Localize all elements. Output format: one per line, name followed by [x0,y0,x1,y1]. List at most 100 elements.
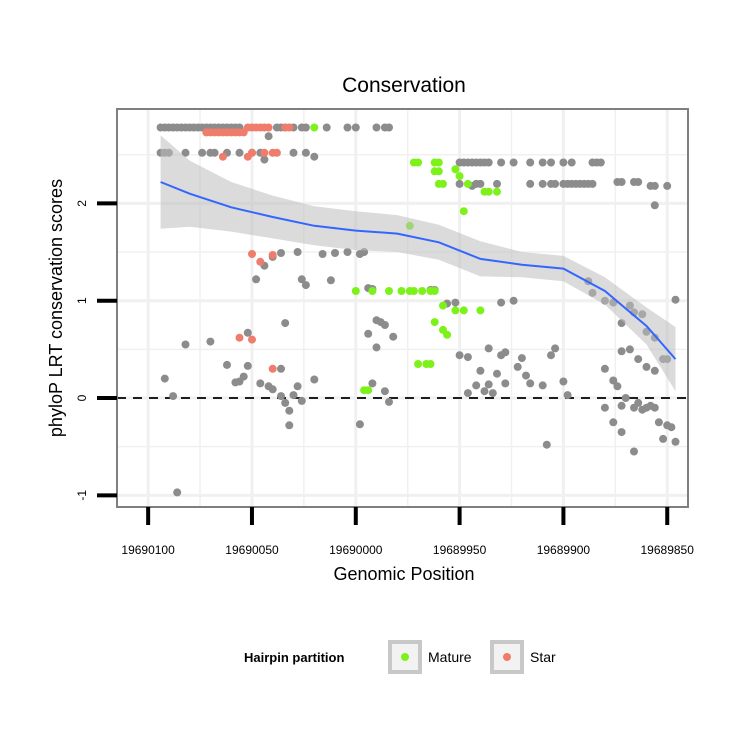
data-point-other [526,179,535,188]
data-point-mature [351,287,360,295]
data-point-mature [455,172,464,181]
data-point-mature [434,167,443,176]
data-point-other [472,381,481,390]
data-point-other [322,123,331,132]
data-point-star [218,152,227,161]
data-point-other [484,344,493,353]
plot-panel [117,109,688,507]
data-point-mature [385,287,393,295]
data-point-other [559,377,568,386]
data-point-other [310,375,319,384]
data-point-other [206,337,215,346]
x-axis-title: Genomic Position [333,564,474,584]
data-point-star [285,123,294,132]
data-point-other [301,148,310,157]
data-point-other [389,332,398,341]
data-point-other [451,298,460,307]
data-point-other [617,428,626,437]
data-point-other [480,387,489,396]
data-point-other [538,158,547,167]
data-point-other [380,387,389,396]
data-point-other [463,389,472,398]
data-point-other [380,321,389,329]
smooth-trend-line [160,181,677,360]
data-point-other [513,362,522,371]
data-point-other [264,132,273,141]
legend-mature-label: Mature [428,649,472,665]
data-point-other [385,397,393,406]
legend-star-marker [503,653,511,661]
data-point-mature [418,287,427,295]
data-point-other [600,364,609,373]
data-point-other [243,361,252,370]
x-tick-label: 19689850 [641,543,695,557]
data-point-mature [459,306,468,315]
data-point-mature [434,158,443,167]
data-point-star [264,123,273,132]
chart-title: Conservation [342,74,466,97]
data-point-other [609,418,618,427]
data-point-other [173,488,182,497]
data-point-other [256,379,265,388]
data-point-mature [443,330,452,339]
data-point-other [476,179,485,188]
data-point-other [634,398,643,407]
data-point-mature [459,207,468,216]
data-point-other [297,275,306,284]
data-point-star [256,257,265,266]
data-point-mature [430,287,439,295]
data-point-star [268,251,277,259]
y-tick-label: -1 [75,490,89,501]
data-point-other [277,364,285,373]
data-point-other [634,178,643,186]
data-point-other [297,396,306,405]
data-point-other [547,158,555,167]
data-point-other [551,344,560,353]
data-point-other [289,148,298,157]
data-point-other [625,345,634,354]
data-point-mature [409,287,418,295]
data-point-other [235,148,244,157]
data-point-mature [364,386,373,395]
axes: -1 0 1 2 19690100 19690050 19690000 19689950 196… [75,200,694,557]
data-point-other [198,148,207,157]
data-point-other [355,420,364,429]
data-point-other [385,123,393,132]
y-tick-label: 2 [75,200,89,207]
x-tick-label: 19690100 [121,543,175,557]
legend-star-label: Star [530,649,556,665]
data-point-other [542,440,551,449]
data-point-other [621,394,630,402]
data-point-other [318,250,327,258]
data-point-other [634,355,643,364]
legend: Hairpin partition Mature Star [244,640,556,674]
data-point-other [630,447,638,456]
data-point-other [613,382,622,391]
data-point-mature [493,187,501,196]
data-point-other [281,319,290,328]
data-point-other [617,401,626,410]
data-point-other [223,360,231,369]
data-point-other [285,421,294,430]
legend-mature-marker [401,653,409,661]
data-point-other [331,249,339,257]
data-point-other [551,179,560,188]
data-point-other [351,123,360,132]
data-point-other [372,343,381,352]
data-point-mature [426,360,435,368]
data-point-other [293,248,302,256]
data-point-other [289,391,298,400]
data-point-other [484,158,493,167]
data-point-other [567,158,576,167]
data-point-mature [414,158,423,167]
data-point-star [272,148,281,157]
data-point-other [509,158,518,167]
data-point-other [501,348,510,357]
data-point-other [526,379,535,388]
confidence-ribbon [160,135,676,392]
data-point-mature [451,165,460,174]
data-point-other [497,158,506,167]
data-point-other [277,392,285,401]
data-point-other [476,366,485,375]
data-point-other [463,353,472,362]
